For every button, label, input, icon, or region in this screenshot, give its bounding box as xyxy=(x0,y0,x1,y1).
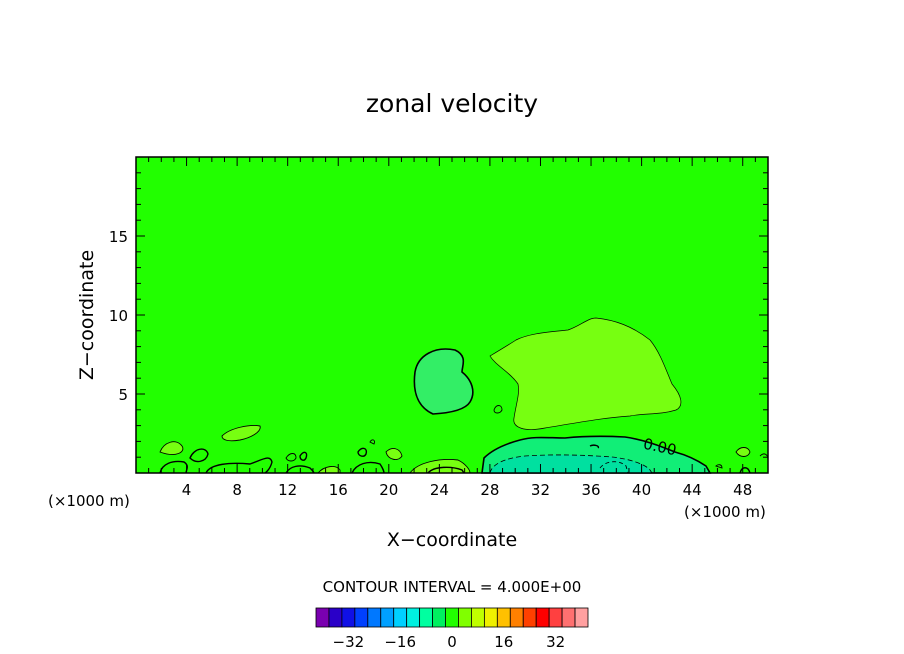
x-tick-label: 8 xyxy=(232,481,242,499)
y-tick-labels: 5 10 15 xyxy=(109,228,128,404)
surface-jet-core xyxy=(489,454,653,474)
colorbar-swatch xyxy=(574,607,589,628)
small-contour xyxy=(735,447,751,457)
colorbar-tick-label: 32 xyxy=(546,633,565,651)
small-contour xyxy=(205,457,273,474)
negative-cell-x24 xyxy=(413,348,474,415)
colorbar-swatch xyxy=(432,607,446,628)
small-contour xyxy=(493,405,503,414)
small-contour xyxy=(189,448,209,463)
colorbar-swatch xyxy=(445,607,459,628)
x-axis-label: X−coordinate xyxy=(387,529,517,551)
small-contour xyxy=(317,466,341,474)
colorbar-swatch xyxy=(548,607,563,628)
x-tick-label: 12 xyxy=(278,481,297,499)
colorbar-swatch xyxy=(496,607,511,628)
y-tick-label: 15 xyxy=(109,228,128,246)
colorbar-tick-label: 16 xyxy=(494,633,513,651)
axis-ticks xyxy=(136,157,768,473)
x-unit-right: (×1000 m) xyxy=(684,503,766,521)
positive-cell-x36 xyxy=(489,317,682,430)
colorbar-swatch xyxy=(522,607,537,628)
colorbar-swatch xyxy=(315,607,330,628)
small-contour xyxy=(589,444,600,449)
small-contours xyxy=(159,405,769,474)
colorbar-swatch xyxy=(535,607,550,628)
small-contour xyxy=(357,447,368,457)
plot-background xyxy=(136,157,768,473)
small-contour xyxy=(299,451,308,461)
small-contour xyxy=(369,439,375,445)
x-unit-left: (×1000 m) xyxy=(48,492,130,510)
x-tick-label: 32 xyxy=(531,481,550,499)
small-contour xyxy=(427,466,465,474)
small-contour xyxy=(385,448,403,460)
colorbar-swatch xyxy=(509,607,524,628)
colorbar-tick-label: 0 xyxy=(447,633,457,651)
contour-fills xyxy=(413,317,712,474)
x-tick-label: 4 xyxy=(182,481,192,499)
x-tick-label: 28 xyxy=(480,481,499,499)
small-contour xyxy=(599,461,629,474)
colorbar-swatch xyxy=(561,607,576,628)
colorbar-swatch xyxy=(367,607,382,628)
small-contour xyxy=(715,464,723,469)
small-contour xyxy=(739,467,751,474)
colorbar-tick-label: −32 xyxy=(333,633,365,651)
colorbar-swatch xyxy=(341,607,356,628)
y-axis-label: Z−coordinate xyxy=(76,250,98,380)
x-tick-label: 24 xyxy=(430,481,449,499)
colorbar-swatch xyxy=(483,607,498,628)
colorbar xyxy=(315,607,589,628)
x-tick-labels: 4 8 12 16 20 24 28 32 36 40 44 48 xyxy=(182,481,752,499)
x-tick-label: 36 xyxy=(581,481,600,499)
small-contour xyxy=(409,459,471,474)
small-contour xyxy=(159,441,184,455)
small-contour xyxy=(351,461,385,474)
x-tick-label: 20 xyxy=(379,481,398,499)
colorbar-swatch xyxy=(419,607,433,628)
colorbar-swatch xyxy=(328,607,343,628)
colorbar-swatch xyxy=(458,607,472,628)
chart-title: zonal velocity xyxy=(366,89,538,118)
x-tick-label: 48 xyxy=(733,481,752,499)
x-tick-label: 44 xyxy=(683,481,702,499)
colorbar-swatch xyxy=(406,607,421,628)
colorbar-tick-label: −16 xyxy=(384,633,416,651)
small-contour xyxy=(285,453,297,462)
colorbar-tick-labels: −32 −16 0 16 32 xyxy=(333,633,566,651)
colorbar-swatch xyxy=(393,607,408,628)
colorbar-swatch xyxy=(471,607,485,628)
contour-interval: CONTOUR INTERVAL = 4.000E+00 xyxy=(323,578,582,596)
y-tick-label: 10 xyxy=(109,307,128,325)
y-tick-label: 5 xyxy=(118,386,128,404)
x-tick-label: 40 xyxy=(632,481,651,499)
x-tick-label: 16 xyxy=(329,481,348,499)
colorbar-swatch xyxy=(354,607,369,628)
colorbar-swatch xyxy=(380,607,395,628)
small-contour xyxy=(221,425,261,442)
